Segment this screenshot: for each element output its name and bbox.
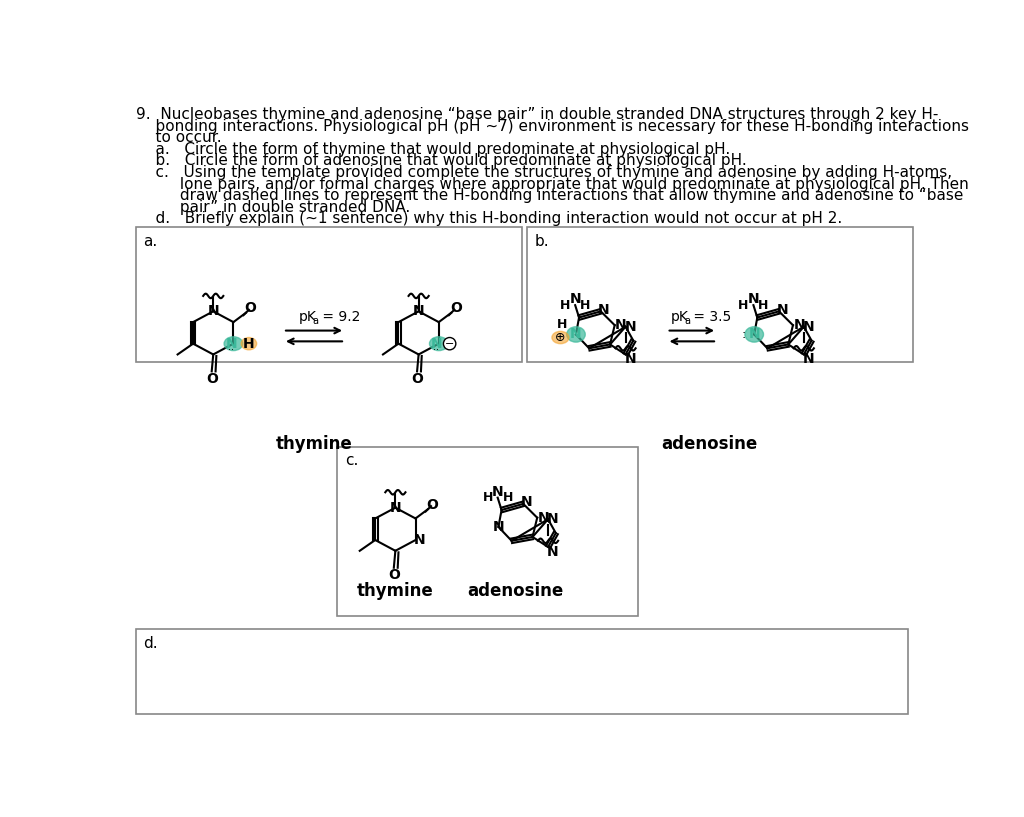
Circle shape	[443, 337, 456, 350]
Text: N: N	[493, 520, 504, 534]
Text: pK: pK	[671, 310, 688, 324]
Text: O: O	[450, 301, 462, 315]
Ellipse shape	[566, 327, 586, 342]
Text: N: N	[538, 511, 549, 525]
Text: b.   Circle the form of adenosine that would predominate at physiological pH.: b. Circle the form of adenosine that wou…	[136, 154, 746, 168]
Text: N: N	[625, 352, 636, 366]
Text: thymine: thymine	[275, 435, 352, 453]
Text: N: N	[570, 328, 582, 342]
Text: O: O	[388, 569, 399, 583]
Text: a.   Circle the form of thymine that would predominate at physiological pH.: a. Circle the form of thymine that would…	[136, 142, 730, 157]
Text: N: N	[748, 292, 759, 306]
Text: thymine: thymine	[357, 582, 434, 600]
Text: ⊕: ⊕	[555, 331, 565, 344]
Text: lone pairs, and/or formal charges where appropriate that would predominate at ph: lone pairs, and/or formal charges where …	[136, 176, 969, 191]
Text: b.: b.	[535, 234, 550, 248]
Text: O: O	[412, 372, 423, 386]
Text: H: H	[560, 299, 570, 311]
Text: O: O	[206, 372, 218, 386]
Text: adenosine: adenosine	[662, 435, 758, 453]
Text: H: H	[557, 318, 567, 331]
Text: = 9.2: = 9.2	[317, 310, 360, 324]
Text: H: H	[482, 491, 493, 504]
Text: :: :	[741, 328, 745, 341]
Text: H: H	[738, 299, 749, 311]
Text: 9.  Nucleobases thymine and adenosine “base pair” in double stranded DNA structu: 9. Nucleobases thymine and adenosine “ba…	[136, 107, 938, 123]
Text: pair” in double stranded DNA.: pair” in double stranded DNA.	[136, 199, 410, 215]
Text: N: N	[625, 319, 636, 333]
Text: N: N	[225, 337, 237, 350]
Text: = 3.5: = 3.5	[689, 310, 731, 324]
Text: draw dashed lines to represent the H-bonding interactions that allow thymine and: draw dashed lines to represent the H-bon…	[136, 188, 964, 203]
Text: ..: ..	[433, 342, 439, 352]
Text: N: N	[547, 512, 558, 526]
Text: d.   Briefly explain (~1 sentence) why this H-bonding interaction would not occu: d. Briefly explain (~1 sentence) why thi…	[136, 212, 842, 226]
FancyBboxPatch shape	[136, 227, 521, 362]
Text: ..: ..	[228, 342, 234, 352]
Text: a.: a.	[143, 234, 158, 248]
Text: N: N	[389, 501, 401, 515]
Text: N: N	[431, 337, 442, 350]
Text: N: N	[414, 533, 425, 547]
Text: H: H	[759, 299, 769, 311]
Text: O: O	[427, 498, 438, 511]
Text: d.: d.	[143, 636, 158, 650]
Text: N: N	[794, 318, 805, 333]
Text: c.   Using the template provided complete the structures of thymine and adenosin: c. Using the template provided complete …	[136, 165, 952, 180]
Text: N: N	[208, 304, 219, 319]
Text: bonding interactions. Physiological pH (pH ~7) environment is necessary for thes: bonding interactions. Physiological pH (…	[136, 118, 969, 134]
Text: O: O	[245, 301, 256, 315]
Text: N: N	[547, 545, 558, 559]
FancyBboxPatch shape	[337, 447, 638, 616]
Ellipse shape	[241, 337, 257, 350]
Text: N: N	[803, 319, 814, 333]
Ellipse shape	[552, 332, 569, 344]
Text: H: H	[503, 491, 513, 504]
Ellipse shape	[744, 327, 764, 342]
FancyBboxPatch shape	[527, 227, 913, 362]
Text: −: −	[445, 339, 455, 349]
Text: N: N	[492, 484, 504, 498]
Text: N: N	[569, 292, 581, 306]
Text: pK: pK	[299, 310, 316, 324]
Text: N: N	[413, 304, 424, 319]
Text: H: H	[580, 299, 591, 311]
Text: N: N	[803, 352, 814, 366]
Text: N: N	[520, 495, 532, 509]
Text: to occur.: to occur.	[136, 131, 221, 145]
Text: a: a	[312, 316, 318, 326]
Text: N: N	[615, 318, 627, 333]
Ellipse shape	[224, 337, 243, 350]
Text: c.: c.	[345, 453, 358, 468]
Text: a: a	[684, 316, 690, 326]
Ellipse shape	[429, 337, 449, 350]
Text: adenosine: adenosine	[467, 582, 563, 600]
FancyBboxPatch shape	[136, 629, 908, 714]
Text: N: N	[776, 303, 787, 317]
Text: N: N	[598, 303, 609, 317]
Text: H: H	[243, 337, 255, 350]
Text: N: N	[749, 328, 760, 342]
